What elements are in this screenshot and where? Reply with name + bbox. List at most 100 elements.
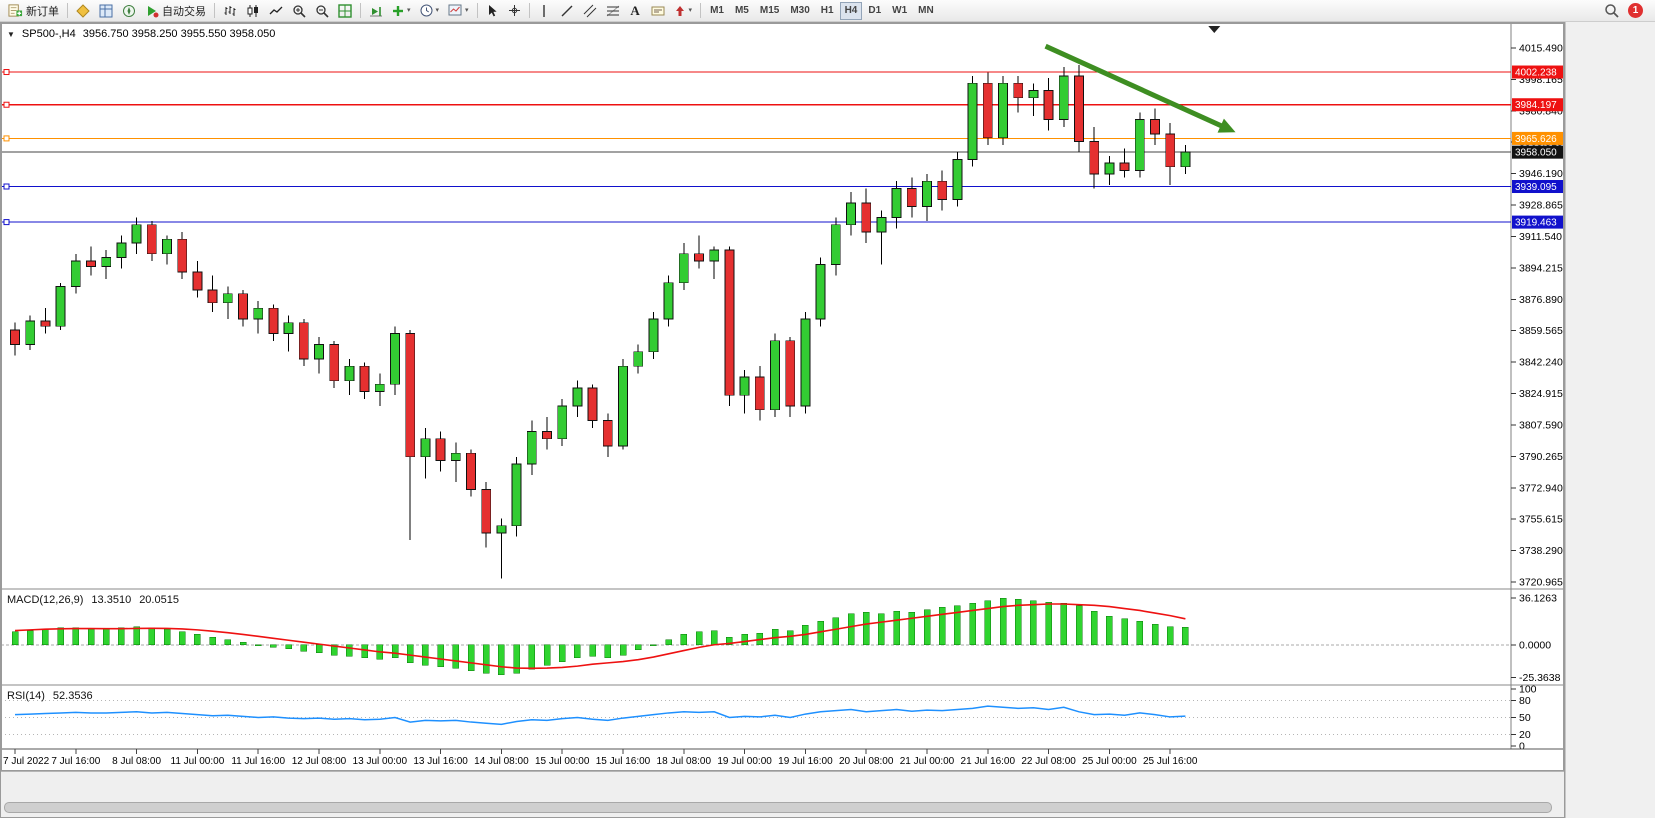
market-watch-button[interactable]: [95, 1, 117, 21]
macd-histogram-bar: [893, 610, 900, 646]
timeframe-m1[interactable]: M1: [705, 2, 729, 20]
bear-candle: [40, 320, 51, 327]
bull-candle: [283, 322, 294, 334]
horizontal-scrollbar[interactable]: [1, 771, 1564, 817]
indicators-button[interactable]: ▾: [388, 1, 415, 21]
text-label-button[interactable]: [647, 1, 669, 21]
chart-shift-marker[interactable]: [1208, 26, 1221, 33]
macd-histogram-bar: [467, 644, 475, 671]
bull-candle: [800, 318, 811, 407]
timeframe-m30[interactable]: M30: [785, 2, 814, 20]
toolbar-separator: [67, 3, 68, 18]
metaeditor-button[interactable]: [72, 1, 94, 21]
auto-trading-button[interactable]: 自动交易: [141, 1, 210, 21]
price-tick-label: 3876.890: [1519, 294, 1563, 306]
search-button[interactable]: [1600, 1, 1623, 21]
chart-background: [1, 23, 1564, 771]
price-tick-label: 3807.590: [1519, 419, 1563, 431]
trend-arrow-line[interactable]: [1044, 43, 1228, 131]
new-order-button[interactable]: 新订单: [4, 1, 63, 21]
macd-histogram-bar: [665, 639, 672, 646]
price-badge-label: 3958.050: [1515, 148, 1557, 159]
macd-histogram-bar: [786, 630, 794, 646]
zoom-in-button[interactable]: [288, 1, 310, 21]
price-badge: [1512, 65, 1564, 79]
level-line-handle[interactable]: [3, 101, 10, 108]
timeframe-w1[interactable]: W1: [887, 2, 912, 20]
macd-histogram-bar: [680, 634, 688, 646]
chart-border: [1, 23, 1564, 771]
equidistant-channel-icon: [583, 4, 596, 17]
macd-histogram-bar: [194, 634, 201, 646]
scrollbar-thumb[interactable]: [4, 802, 1552, 813]
fibonacci-button[interactable]: [602, 1, 624, 21]
time-axis-label: 7 Jul 2022: [3, 756, 50, 767]
trend-arrow-head[interactable]: [1217, 118, 1236, 133]
bear-candle: [785, 340, 796, 407]
level-line-handle[interactable]: [3, 69, 10, 76]
bull-candle: [70, 260, 81, 287]
text-button[interactable]: A: [625, 1, 646, 21]
bar-chart-button[interactable]: [219, 1, 241, 21]
macd-histogram-bar: [26, 630, 34, 646]
macd-histogram-bar: [695, 631, 703, 646]
main-toolbar: 新订单 自动交易 ▾ ▾ ▾: [0, 0, 1655, 22]
timeframe-h1[interactable]: H1: [816, 2, 839, 20]
toolbar-separator: [214, 3, 215, 18]
price-tick-label: 3894.215: [1519, 262, 1563, 274]
macd-histogram-bar: [1136, 621, 1144, 646]
tile-windows-icon: [338, 3, 352, 18]
level-line-handle[interactable]: [3, 135, 10, 142]
time-axis-label: 21 Jul 00:00: [900, 756, 955, 767]
arrow-objects-icon: [675, 5, 684, 16]
crosshair-button[interactable]: [504, 1, 525, 21]
auto-scroll-icon: [370, 6, 382, 16]
zoom-out-button[interactable]: [311, 1, 333, 21]
price-badge-label: 3984.197: [1515, 100, 1557, 111]
bear-candle: [602, 420, 613, 447]
timeframe-m5[interactable]: M5: [730, 2, 754, 20]
chart-template-icon: [448, 4, 462, 16]
price-badge: [1512, 98, 1564, 112]
auto-scroll-button[interactable]: [365, 1, 387, 21]
arrows-button[interactable]: ▾: [670, 1, 697, 21]
macd-histogram-bar: [650, 644, 657, 647]
vertical-line-button[interactable]: [534, 1, 555, 21]
macd-histogram-bar: [437, 644, 444, 668]
navigator-button[interactable]: [118, 1, 140, 21]
periods-button[interactable]: ▾: [416, 1, 444, 21]
level-line-handle[interactable]: [3, 219, 10, 226]
bull-candle: [663, 282, 674, 320]
tile-windows-button[interactable]: [334, 1, 356, 21]
templates-button[interactable]: ▾: [444, 1, 473, 21]
notification-badge[interactable]: 1: [1628, 3, 1643, 18]
chart-canvas[interactable]: 4015.4903998.1653980.8403963.5153946.190…: [1, 23, 1564, 771]
price-badge-label: 3919.463: [1515, 218, 1557, 229]
timeframe-m15[interactable]: M15: [755, 2, 784, 20]
bear-candle: [192, 271, 203, 291]
timeframe-d1[interactable]: D1: [863, 2, 886, 20]
bear-candle: [268, 307, 279, 334]
line-chart-button[interactable]: [265, 1, 287, 21]
trendline-icon: [561, 5, 573, 16]
timeframe-h4[interactable]: H4: [839, 1, 863, 20]
bear-candle: [1165, 133, 1176, 168]
timeframe-mn[interactable]: MN: [913, 2, 939, 20]
channel-button[interactable]: [579, 1, 601, 21]
level-line-handle[interactable]: [3, 183, 10, 190]
bull-candle: [55, 286, 66, 327]
cursor-icon: [489, 4, 497, 16]
macd-histogram-bar: [285, 644, 292, 649]
macd-histogram-bar: [1121, 618, 1128, 646]
macd-histogram-bar: [710, 630, 718, 646]
price-tick-label: 4015.490: [1519, 43, 1563, 55]
add-indicator-icon: [393, 5, 403, 16]
cursor-button[interactable]: [482, 1, 503, 21]
trendline-button[interactable]: [556, 1, 578, 21]
time-axis-label: 21 Jul 16:00: [961, 756, 1016, 767]
bull-candle: [526, 431, 537, 465]
candlestick-chart-button[interactable]: [242, 1, 264, 21]
metaeditor-icon: [76, 3, 90, 18]
macd-histogram-bar: [908, 612, 916, 646]
macd-histogram-bar: [954, 605, 961, 646]
